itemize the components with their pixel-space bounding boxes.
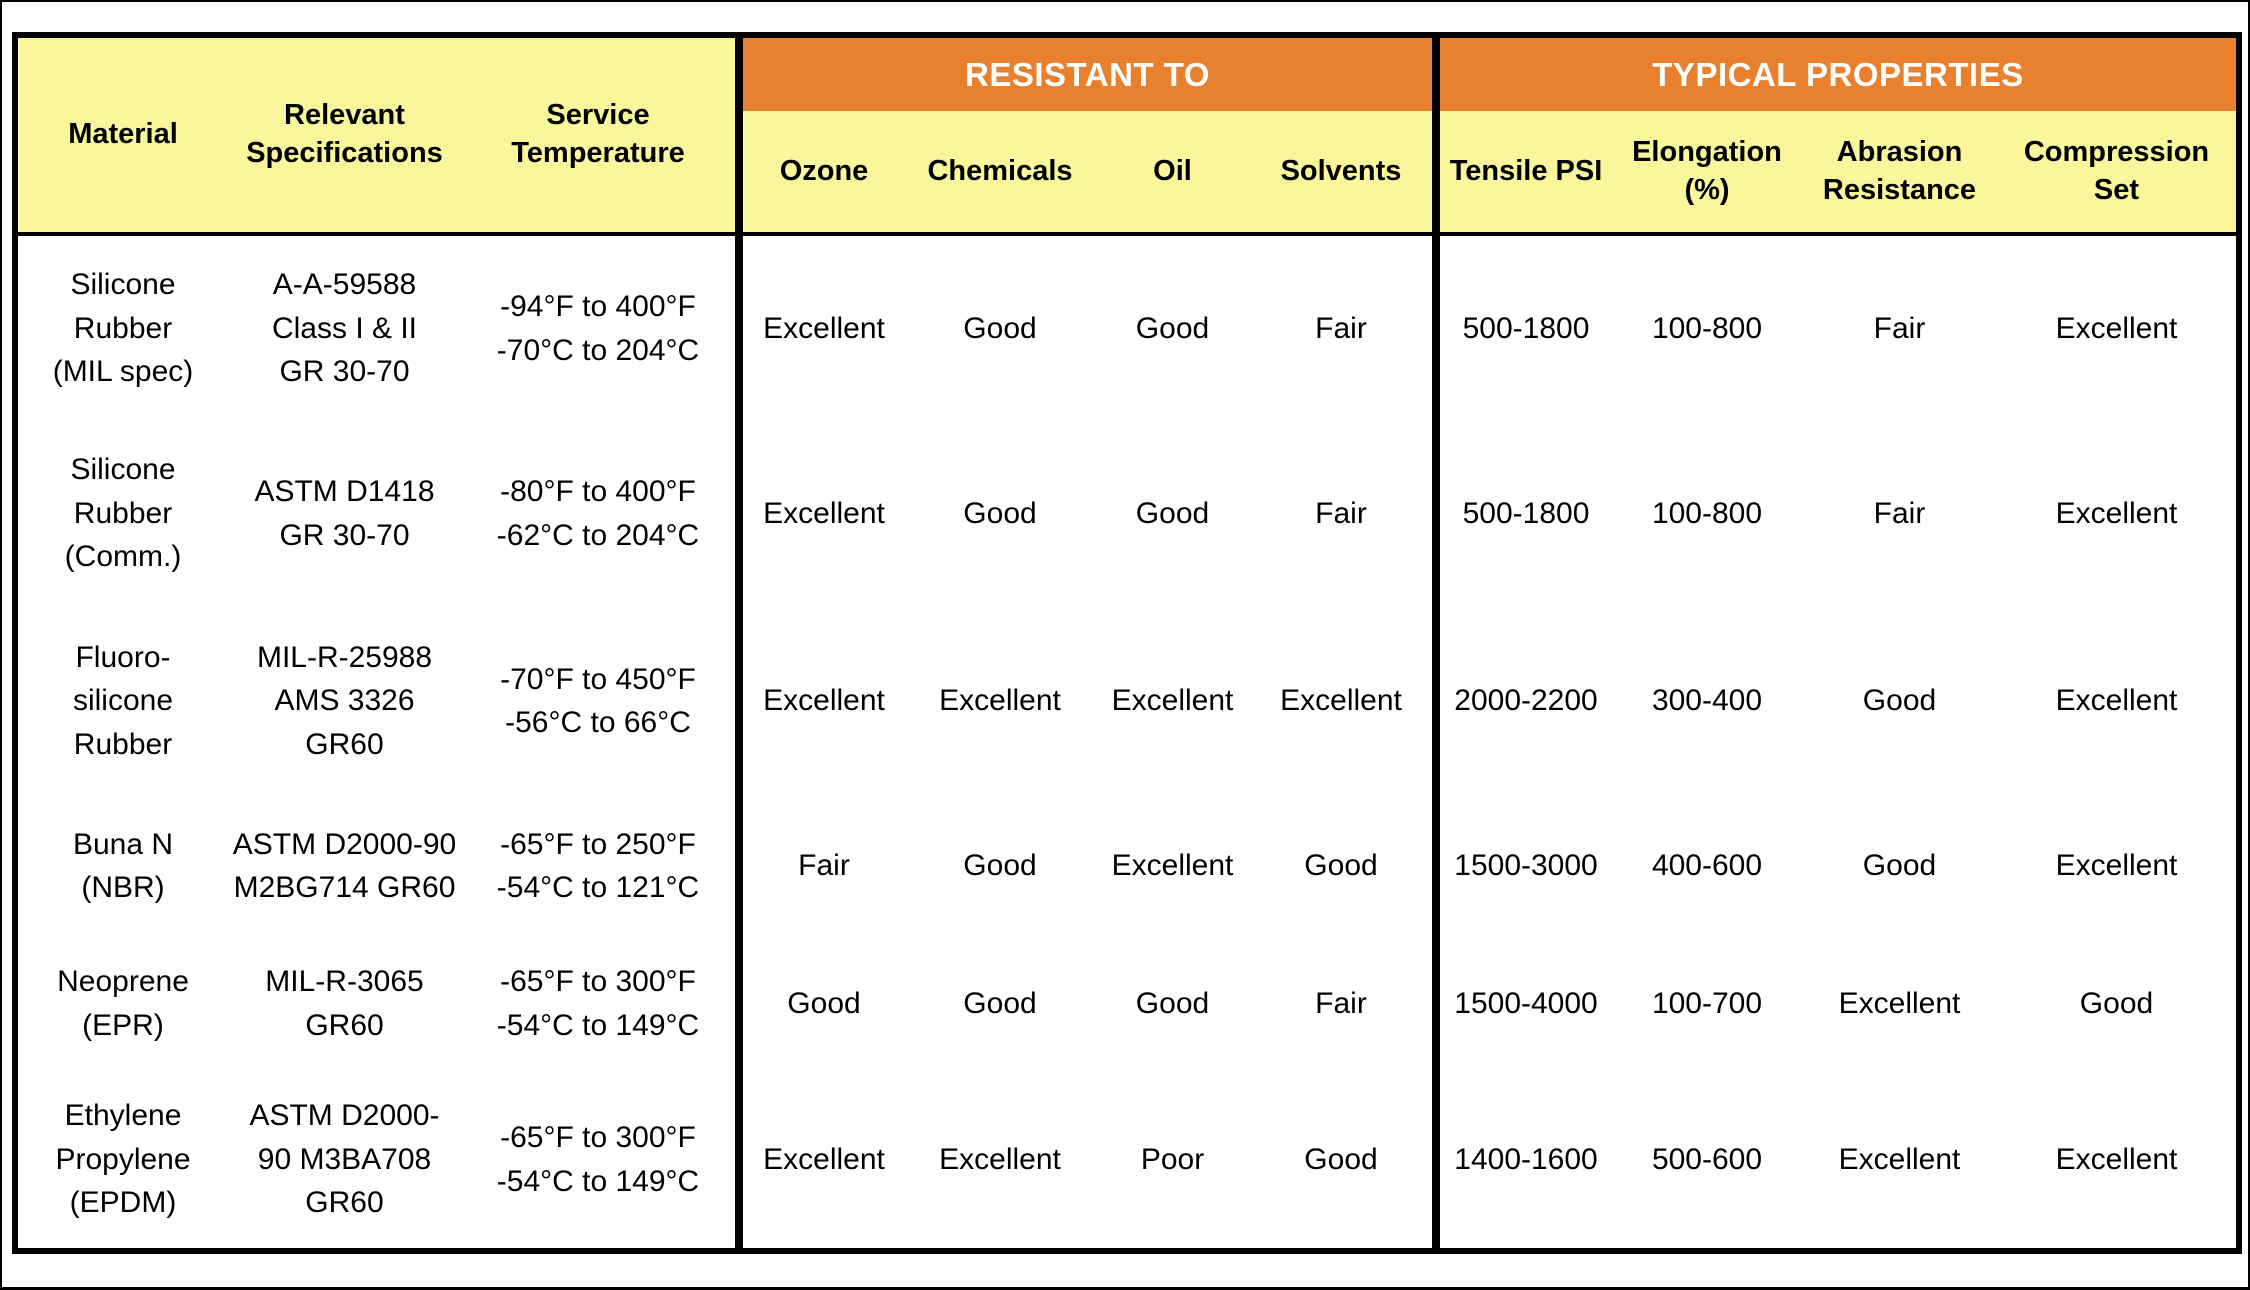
- cell-service-temperature: -65°F to 300°F -54°C to 149°C: [461, 936, 743, 1071]
- column-header-chemicals: Chemicals: [905, 111, 1095, 236]
- cell-ozone: Excellent: [743, 1071, 905, 1248]
- cell-tensile-psi: 500-1800: [1440, 236, 1612, 421]
- cell-chemicals: Excellent: [905, 606, 1095, 796]
- cell-material: Silicone Rubber (Comm.): [18, 421, 228, 606]
- cell-solvents: Good: [1250, 796, 1440, 936]
- cell-compression-set: Excellent: [1997, 421, 2236, 606]
- cell-specifications: ASTM D2000-90 M2BG714 GR60: [228, 796, 461, 936]
- cell-elongation: 500-600: [1612, 1071, 1802, 1248]
- cell-solvents: Fair: [1250, 936, 1440, 1071]
- cell-abrasion-resistance: Good: [1802, 606, 1997, 796]
- cell-specifications: MIL-R-25988 AMS 3326 GR60: [228, 606, 461, 796]
- cell-ozone: Excellent: [743, 421, 905, 606]
- cell-solvents: Fair: [1250, 236, 1440, 421]
- cell-service-temperature: -94°F to 400°F -70°C to 204°C: [461, 236, 743, 421]
- cell-abrasion-resistance: Fair: [1802, 236, 1997, 421]
- cell-compression-set: Excellent: [1997, 1071, 2236, 1248]
- cell-service-temperature: -65°F to 250°F -54°C to 121°C: [461, 796, 743, 936]
- column-header-tensile-psi: Tensile PSI: [1440, 111, 1612, 236]
- cell-elongation: 100-800: [1612, 421, 1802, 606]
- cell-solvents: Good: [1250, 1071, 1440, 1248]
- cell-compression-set: Excellent: [1997, 796, 2236, 936]
- cell-elongation: 400-600: [1612, 796, 1802, 936]
- cell-specifications: ASTM D1418 GR 30-70: [228, 421, 461, 606]
- cell-service-temperature: -80°F to 400°F -62°C to 204°C: [461, 421, 743, 606]
- cell-elongation: 300-400: [1612, 606, 1802, 796]
- cell-abrasion-resistance: Excellent: [1802, 1071, 1997, 1248]
- column-header-service-temperature: Service Temperature: [461, 38, 743, 236]
- cell-specifications: A-A-59588 Class I & II GR 30-70: [228, 236, 461, 421]
- cell-abrasion-resistance: Good: [1802, 796, 1997, 936]
- cell-chemicals: Good: [905, 236, 1095, 421]
- column-header-ozone: Ozone: [743, 111, 905, 236]
- cell-compression-set: Good: [1997, 936, 2236, 1071]
- cell-chemicals: Good: [905, 421, 1095, 606]
- cell-compression-set: Excellent: [1997, 236, 2236, 421]
- cell-chemicals: Good: [905, 796, 1095, 936]
- cell-elongation: 100-700: [1612, 936, 1802, 1071]
- column-header-solvents: Solvents: [1250, 111, 1440, 236]
- cell-oil: Good: [1095, 236, 1250, 421]
- cell-tensile-psi: 500-1800: [1440, 421, 1612, 606]
- cell-oil: Good: [1095, 936, 1250, 1071]
- column-header-abrasion-resistance: Abrasion Resistance: [1802, 111, 1997, 236]
- cell-ozone: Fair: [743, 796, 905, 936]
- cell-material: Ethylene Propylene (EPDM): [18, 1071, 228, 1248]
- column-header-elongation: Elongation (%): [1612, 111, 1802, 236]
- cell-material: Silicone Rubber (MIL spec): [18, 236, 228, 421]
- cell-abrasion-resistance: Fair: [1802, 421, 1997, 606]
- cell-tensile-psi: 2000-2200: [1440, 606, 1612, 796]
- cell-tensile-psi: 1500-3000: [1440, 796, 1612, 936]
- cell-solvents: Excellent: [1250, 606, 1440, 796]
- cell-chemicals: Good: [905, 936, 1095, 1071]
- cell-service-temperature: -70°F to 450°F -56°C to 66°C: [461, 606, 743, 796]
- cell-material: Fluoro- silicone Rubber: [18, 606, 228, 796]
- cell-service-temperature: -65°F to 300°F -54°C to 149°C: [461, 1071, 743, 1248]
- column-header-material: Material: [18, 38, 228, 236]
- cell-specifications: ASTM D2000- 90 M3BA708 GR60: [228, 1071, 461, 1248]
- cell-tensile-psi: 1500-4000: [1440, 936, 1612, 1071]
- cell-abrasion-resistance: Excellent: [1802, 936, 1997, 1071]
- group-header-resistant-to: RESISTANT TO: [743, 38, 1440, 111]
- cell-oil: Poor: [1095, 1071, 1250, 1248]
- column-header-oil: Oil: [1095, 111, 1250, 236]
- cell-specifications: MIL-R-3065 GR60: [228, 936, 461, 1071]
- cell-oil: Good: [1095, 421, 1250, 606]
- cell-elongation: 100-800: [1612, 236, 1802, 421]
- column-header-specifications: Relevant Specifications: [228, 38, 461, 236]
- cell-ozone: Excellent: [743, 236, 905, 421]
- cell-ozone: Excellent: [743, 606, 905, 796]
- cell-chemicals: Excellent: [905, 1071, 1095, 1248]
- cell-tensile-psi: 1400-1600: [1440, 1071, 1612, 1248]
- rubber-materials-table: Material Relevant Specifications Service…: [12, 32, 2242, 1254]
- cell-compression-set: Excellent: [1997, 606, 2236, 796]
- column-header-compression-set: Compression Set: [1997, 111, 2236, 236]
- cell-material: Neoprene (EPR): [18, 936, 228, 1071]
- cell-oil: Excellent: [1095, 606, 1250, 796]
- cell-ozone: Good: [743, 936, 905, 1071]
- cell-oil: Excellent: [1095, 796, 1250, 936]
- cell-solvents: Fair: [1250, 421, 1440, 606]
- group-header-typical-properties: TYPICAL PROPERTIES: [1440, 38, 2236, 111]
- cell-material: Buna N (NBR): [18, 796, 228, 936]
